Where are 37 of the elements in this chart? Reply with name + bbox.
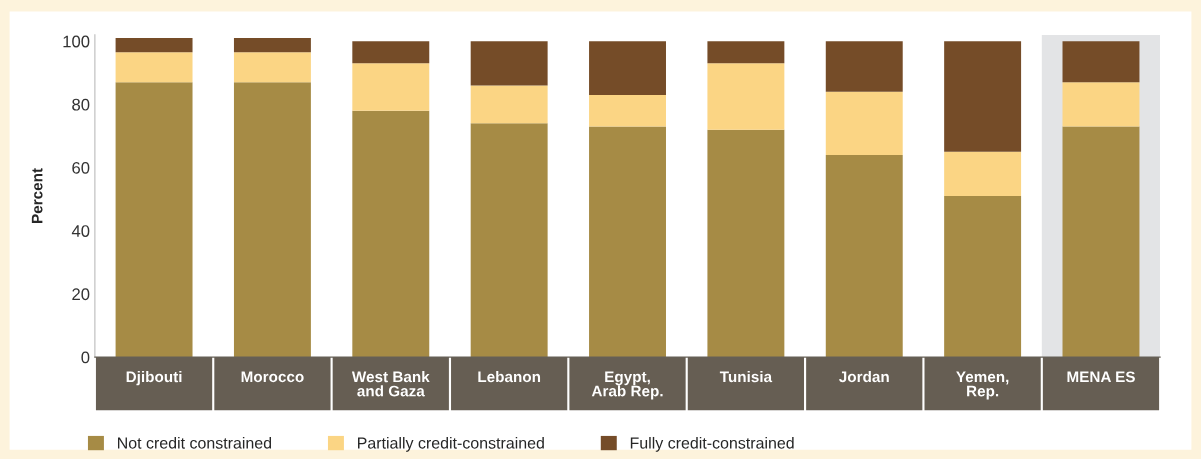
y-axis-title: Percent <box>31 168 43 223</box>
bar <box>233 38 311 53</box>
bar <box>707 41 785 64</box>
bar <box>707 63 785 130</box>
bar <box>944 41 1022 152</box>
y-tick-label: 20 <box>72 288 90 301</box>
y-tick-label: 100 <box>63 35 90 48</box>
x-tick-label: Morocco <box>241 371 304 383</box>
bar <box>470 85 548 124</box>
y-tick-label: 60 <box>72 161 90 174</box>
legend-label: Fully credit-constrained <box>630 436 794 452</box>
bar <box>1062 41 1140 83</box>
legend-label: Not credit constrained <box>118 436 272 449</box>
bar <box>233 52 311 83</box>
bar <box>115 38 193 53</box>
bar <box>470 41 548 86</box>
x-tick-label: MENA ES <box>1067 371 1135 383</box>
bar <box>352 41 430 64</box>
bar <box>352 63 430 111</box>
bar <box>825 91 903 155</box>
bar <box>115 52 193 83</box>
x-tick-label: Tunisia <box>719 370 773 383</box>
x-tick-label: Djibouti <box>126 370 182 386</box>
y-tick-label: 40 <box>71 225 90 237</box>
y-tick-label: 0 <box>81 351 90 364</box>
bar <box>589 41 666 95</box>
x-tick-label: Lebanon <box>478 370 541 383</box>
bar <box>944 151 1022 196</box>
bar <box>589 94 666 127</box>
bar <box>825 41 903 92</box>
bar <box>1062 82 1140 127</box>
x-tick-label: Jordan <box>839 370 889 383</box>
legend-label: Partially credit-constrained <box>358 436 544 452</box>
x-tick-label: West Bank and Gaza <box>351 370 430 397</box>
x-tick-label: Egypt, Arab Rep. <box>591 371 663 400</box>
y-tick-label: 80 <box>72 98 90 111</box>
x-tick-label: Yemen, Rep. <box>956 371 1009 400</box>
